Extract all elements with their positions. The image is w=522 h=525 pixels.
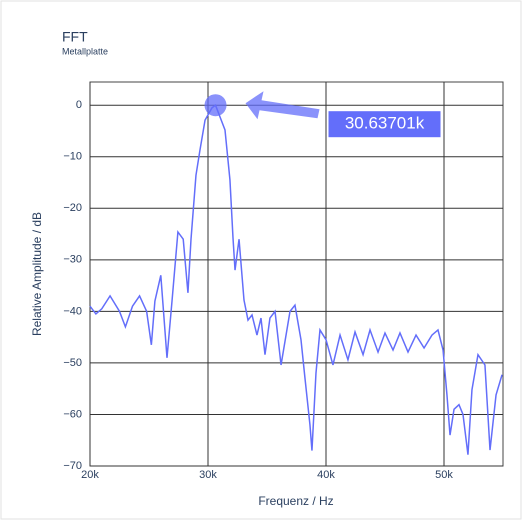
y-tick-label: 0	[76, 99, 82, 111]
x-tick-label: 40k	[317, 469, 335, 481]
y-tick-label: −30	[63, 254, 82, 266]
x-tick-label: 20k	[81, 469, 99, 481]
chart-title: FFT	[62, 29, 88, 45]
annotation-label: 30.63701k	[345, 114, 425, 133]
y-tick-label: −10	[63, 151, 82, 163]
y-tick-label: −60	[63, 408, 82, 420]
y-tick-label: −20	[63, 202, 82, 214]
data-line	[89, 104, 503, 455]
x-axis-label: Frequenz / Hz	[258, 494, 333, 508]
annotation-arrow	[245, 91, 320, 120]
plot-area	[89, 81, 504, 467]
y-tick-label: −70	[63, 460, 82, 472]
y-tick-label: −50	[63, 357, 82, 369]
x-tick-label: 50k	[435, 469, 453, 481]
chart-subtitle: Metallplatte	[62, 46, 108, 56]
annotation-box	[328, 111, 441, 138]
y-tick-label: −40	[63, 305, 82, 317]
x-tick-label: 30k	[199, 469, 217, 481]
peak-marker	[204, 94, 227, 117]
y-axis-label: Relative Amplitude / dB	[30, 212, 44, 336]
